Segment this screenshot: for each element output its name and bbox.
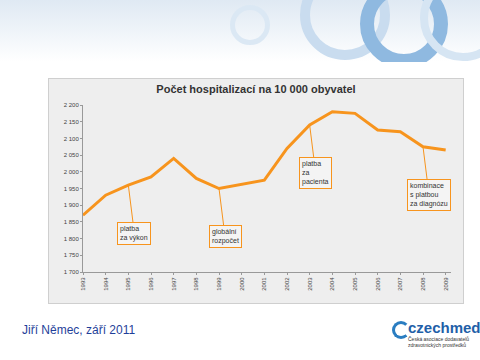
svg-text:2009: 2009 bbox=[443, 277, 449, 291]
svg-text:2 150: 2 150 bbox=[64, 119, 80, 125]
svg-text:1 850: 1 850 bbox=[64, 219, 80, 225]
svg-text:1999: 1999 bbox=[216, 277, 222, 291]
svg-text:1995: 1995 bbox=[125, 277, 131, 291]
svg-text:2003: 2003 bbox=[307, 277, 313, 291]
svg-text:1 700: 1 700 bbox=[64, 269, 80, 275]
svg-text:1994: 1994 bbox=[103, 277, 109, 291]
svg-text:kombinaces platbouza diagnózu: kombinaces platbouza diagnózu bbox=[410, 182, 448, 208]
svg-text:1 900: 1 900 bbox=[64, 202, 80, 208]
svg-text:2007: 2007 bbox=[397, 277, 403, 291]
svg-text:2006: 2006 bbox=[375, 277, 381, 291]
svg-text:platbazapacienta: platbazapacienta bbox=[302, 160, 329, 186]
svg-text:1997: 1997 bbox=[171, 277, 177, 291]
svg-text:platbaza výkon: platbaza výkon bbox=[120, 225, 148, 242]
svg-text:2 000: 2 000 bbox=[64, 169, 80, 175]
svg-text:2 050: 2 050 bbox=[64, 152, 80, 158]
svg-text:2000: 2000 bbox=[239, 277, 245, 291]
svg-text:globálnírozpočet: globálnírozpočet bbox=[212, 228, 239, 245]
svg-text:1 800: 1 800 bbox=[64, 236, 80, 242]
html-text:Česká asociace dodavatelů: Česká asociace dodavatelů bbox=[408, 336, 470, 342]
svg-text:2005: 2005 bbox=[352, 277, 358, 291]
svg-text:1996: 1996 bbox=[148, 277, 154, 291]
html-text:zdravotnických prostředků: zdravotnických prostředků bbox=[408, 342, 467, 348]
svg-text:2 100: 2 100 bbox=[64, 136, 80, 142]
svg-text:2002: 2002 bbox=[284, 277, 290, 291]
svg-text:2004: 2004 bbox=[329, 277, 335, 291]
svg-text:2 200: 2 200 bbox=[64, 102, 80, 108]
svg-text:1993: 1993 bbox=[80, 277, 86, 291]
svg-text:Počet hospitalizací na 10 000: Počet hospitalizací na 10 000 obyvatel bbox=[156, 83, 355, 95]
svg-text:1998: 1998 bbox=[193, 277, 199, 291]
svg-text:2008: 2008 bbox=[420, 277, 426, 291]
svg-text:1 950: 1 950 bbox=[64, 186, 80, 192]
html-text:Jiří Němec, září 2011: Jiří Němec, září 2011 bbox=[22, 323, 136, 337]
svg-text:2001: 2001 bbox=[261, 277, 267, 291]
svg-text:1 750: 1 750 bbox=[64, 252, 80, 258]
html-text:czechmed: czechmed bbox=[408, 319, 480, 336]
